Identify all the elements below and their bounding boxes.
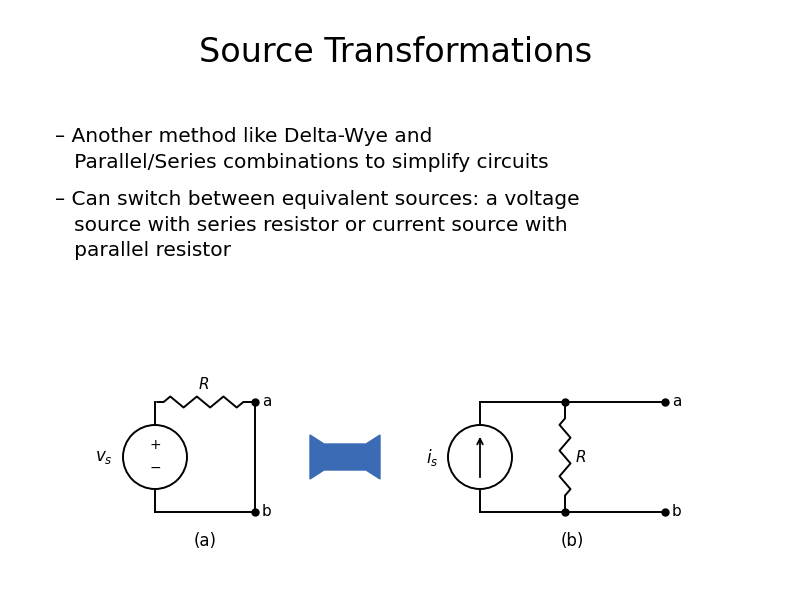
Text: a: a <box>262 395 272 409</box>
Text: −: − <box>149 461 161 475</box>
Text: $i_s$: $i_s$ <box>425 447 438 468</box>
Text: (b): (b) <box>561 532 584 550</box>
Text: – Another method like Delta-Wye and
   Parallel/Series combinations to simplify : – Another method like Delta-Wye and Para… <box>55 127 549 172</box>
Text: +: + <box>149 438 161 452</box>
Text: – Can switch between equivalent sources: a voltage
   source with series resisto: – Can switch between equivalent sources:… <box>55 190 580 261</box>
Text: $R$: $R$ <box>575 449 586 465</box>
Text: (a): (a) <box>193 532 216 550</box>
Text: a: a <box>672 395 681 409</box>
Text: b: b <box>262 504 272 520</box>
Text: $v_s$: $v_s$ <box>95 448 113 466</box>
Text: $R$: $R$ <box>198 376 209 392</box>
Polygon shape <box>310 435 380 479</box>
Text: b: b <box>672 504 682 520</box>
Text: Source Transformations: Source Transformations <box>200 35 592 69</box>
